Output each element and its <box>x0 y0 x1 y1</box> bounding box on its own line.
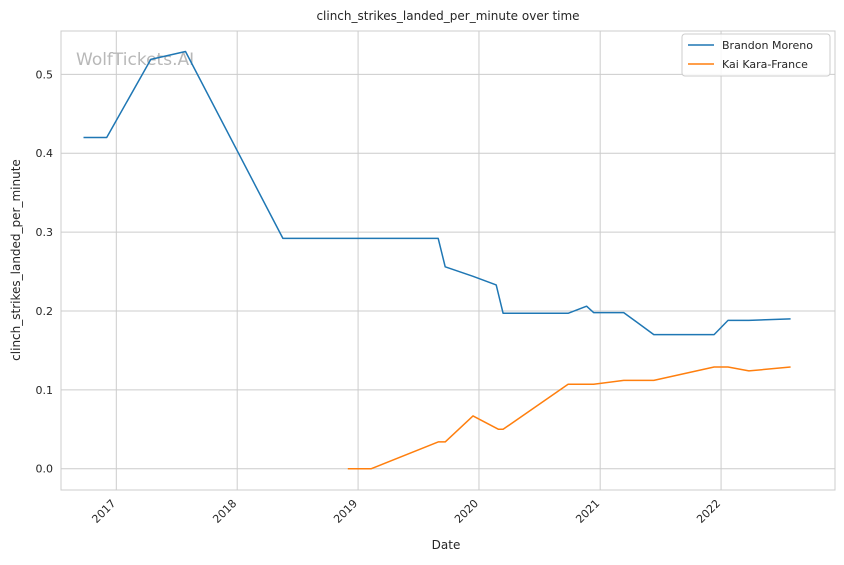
y-tick-label: 0.0 <box>36 463 54 476</box>
plot-frame <box>60 30 836 491</box>
grid-lines <box>61 31 835 490</box>
y-tick-label: 0.5 <box>36 68 54 81</box>
series-lines <box>83 50 791 470</box>
y-axis-label: clinch_strikes_landed_per_minute <box>9 159 23 361</box>
series-line-kai-kara-france <box>347 366 791 470</box>
legend-box <box>681 33 831 77</box>
legend-label-brandon-moreno: Brandon Moreno <box>722 39 813 52</box>
legend-label-kai-kara-france: Kai Kara-France <box>722 58 808 71</box>
series-line-brandon-moreno <box>83 50 791 336</box>
x-axis-label: Date <box>432 538 461 552</box>
chart-title: clinch_strikes_landed_per_minute over ti… <box>316 9 579 23</box>
y-tick-label: 0.1 <box>36 384 54 397</box>
watermark: WolfTickets.AI <box>76 50 194 70</box>
legend: Brandon Moreno Kai Kara-France <box>681 33 831 77</box>
y-tick-labels: 0.0 0.1 0.2 0.3 0.4 0.5 <box>36 68 54 475</box>
y-tick-label: 0.3 <box>36 226 54 239</box>
y-tick-label: 0.4 <box>36 147 54 160</box>
y-tick-label: 0.2 <box>36 305 54 318</box>
